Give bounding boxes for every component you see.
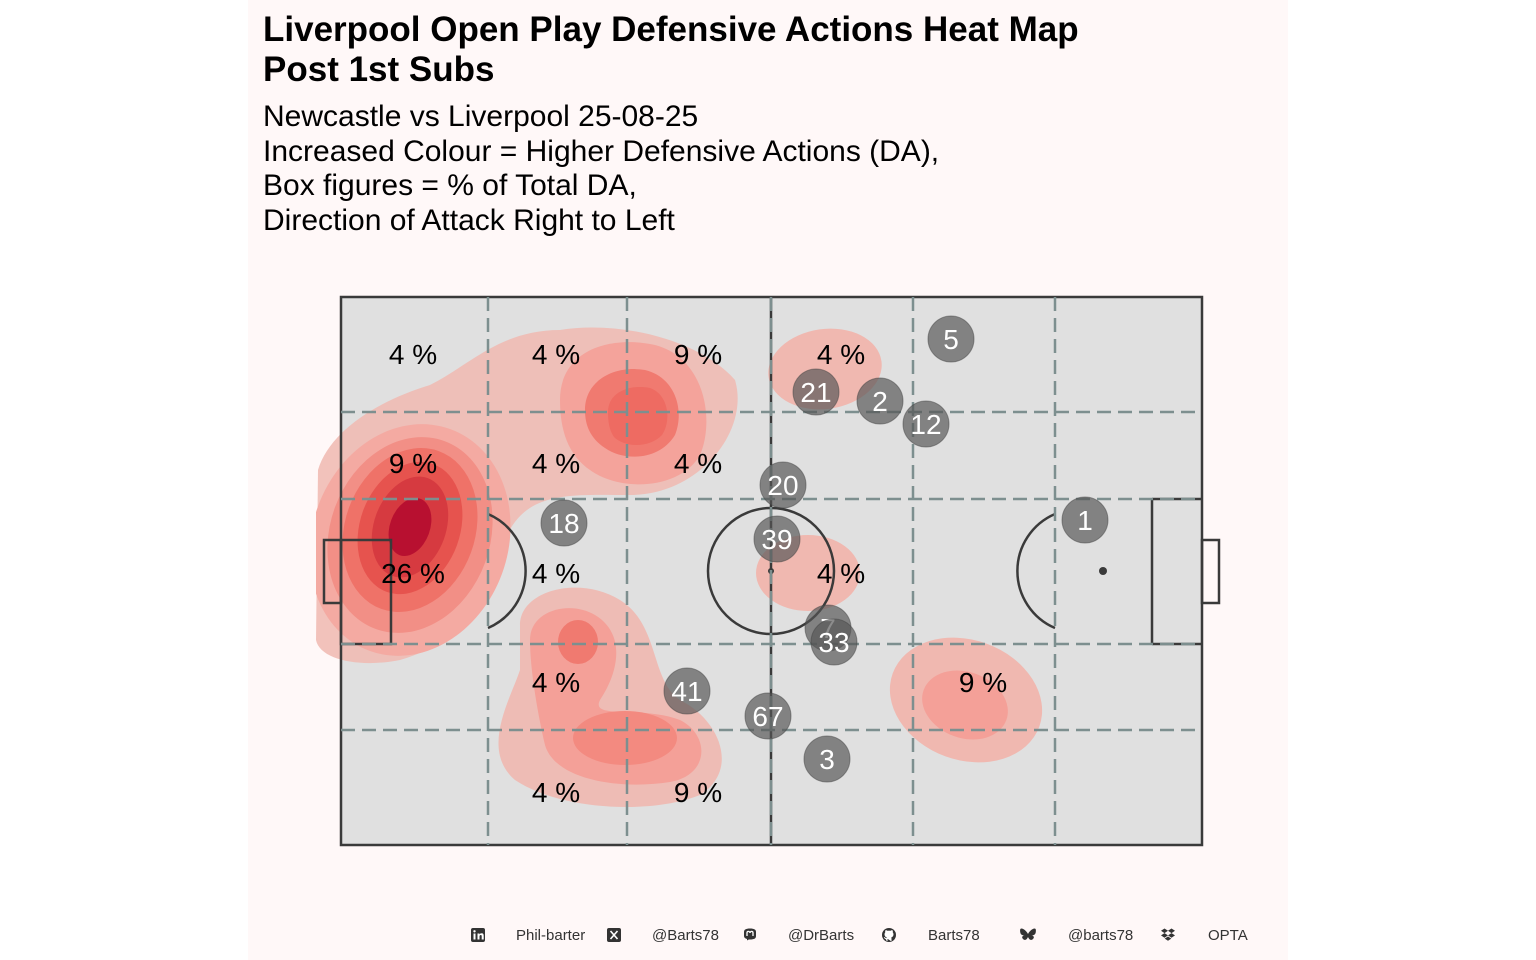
player-number: 3 [819, 744, 835, 775]
player-marker: 12 [902, 400, 950, 448]
player-marker: 2 [856, 377, 904, 425]
heat-zone-lower-left-core-b [573, 711, 677, 765]
zone-percentage-label: 9 % [674, 777, 722, 808]
player-number: 21 [800, 377, 831, 408]
right-penalty-spot [1099, 567, 1107, 575]
zone-percentage-label: 9 % [959, 667, 1007, 698]
footer-bluesky-text: @barts78 [1068, 927, 1134, 944]
dropbox-icon [1161, 928, 1175, 941]
zone-percentage-label: 4 % [817, 558, 865, 589]
player-number: 5 [943, 324, 959, 355]
subtitle-line-4: Direction of Attack Right to Left [263, 203, 675, 237]
player-number: 41 [671, 676, 702, 707]
player-number: 18 [548, 508, 579, 539]
footer-linkedin-text: Phil-barter [516, 927, 586, 944]
zone-percentage-label: 4 % [389, 339, 437, 370]
player-marker-circle [663, 667, 711, 715]
player-number: 1 [1077, 505, 1093, 536]
footer-credits: Phil-barter @Barts78 @DrBarts Barts78 @b… [0, 922, 1536, 950]
zone-percentage-label: 9 % [674, 339, 722, 370]
player-marker-circle [810, 618, 858, 666]
right-penalty-arc [1016, 512, 1056, 630]
player-number: 12 [910, 409, 941, 440]
subtitle-line-1: Newcastle vs Liverpool 25-08-25 [263, 100, 699, 133]
zone-percentage-label: 4 % [532, 777, 580, 808]
zone-percentage-label: 4 % [532, 448, 580, 479]
player-marker-circle [927, 315, 975, 363]
player-marker: 33 [810, 618, 858, 666]
github-icon [882, 928, 896, 942]
player-marker: 3 [803, 735, 851, 783]
zone-percentage-labels: 4 % 4 % 9 % 4 % 9 % 4 % 4 % 26 % 4 % 4 % 4 % 9 % 4 %… [381, 339, 1007, 808]
player-marker: 20 [759, 461, 807, 509]
footer-x-text: @Barts78 [652, 927, 719, 944]
subtitle-line-3: Box figures = % of Total DA, [263, 169, 637, 202]
footer-dropbox-text: OPTA [1208, 927, 1248, 944]
player-marker-circle [1061, 496, 1109, 544]
player-number: 20 [767, 470, 798, 501]
player-marker: 39 [753, 515, 801, 563]
title-line-2: Post 1st Subs [263, 50, 495, 89]
heat-zone-upper-mid-peak [608, 387, 668, 446]
subtitle-line-2: Increased Colour = Higher Defensive Acti… [263, 134, 940, 168]
player-marker-circle [759, 461, 807, 509]
footer-github-text: Barts78 [928, 927, 980, 944]
player-markers: 521212201839173341673 [540, 315, 1109, 783]
right-goal [1200, 538, 1221, 605]
player-marker: 18 [540, 499, 588, 547]
heat-density-layer [316, 327, 1043, 807]
zone-percentage-label: 4 % [532, 558, 580, 589]
player-marker-circle [792, 368, 840, 416]
zone-percentage-label: 26 % [381, 558, 445, 589]
title-line-1: Liverpool Open Play Defensive Actions He… [263, 10, 1079, 49]
player-number: 39 [761, 524, 792, 555]
x-twitter-icon [607, 928, 621, 942]
player-marker: 67 [744, 692, 792, 740]
linkedin-icon [471, 928, 485, 942]
left-penalty-arc [487, 512, 527, 630]
mastodon-icon [744, 928, 756, 941]
player-marker-circle [803, 735, 851, 783]
player-marker-circle [753, 515, 801, 563]
heat-zone-lower-right-core [922, 670, 1008, 740]
player-marker-circle [540, 499, 588, 547]
zone-percentage-label: 9 % [389, 448, 437, 479]
player-marker-circle [856, 377, 904, 425]
zone-percentage-label: 4 % [674, 448, 722, 479]
player-number: 67 [752, 701, 783, 732]
zone-percentage-label: 4 % [532, 667, 580, 698]
player-marker: 41 [663, 667, 711, 715]
player-marker: 5 [927, 315, 975, 363]
left-goal [322, 538, 343, 605]
subtitle: Newcastle vs Liverpool 25-08-25 Increase… [263, 100, 939, 238]
player-number: 2 [872, 386, 888, 417]
zone-percentage-label: 4 % [817, 339, 865, 370]
player-marker: 21 [792, 368, 840, 416]
player-marker-circle [744, 692, 792, 740]
player-number: 33 [818, 627, 849, 658]
heat-zone-lower-left-core-a [558, 620, 598, 664]
footer-mastodon-text: @DrBarts [788, 927, 855, 944]
page-title: Liverpool Open Play Defensive Actions He… [263, 10, 1079, 90]
zone-percentage-label: 4 % [532, 339, 580, 370]
heat-zone-box-peak [388, 497, 432, 557]
player-marker-circle [902, 400, 950, 448]
player-marker: 1 [1061, 496, 1109, 544]
bluesky-icon [1020, 928, 1036, 940]
